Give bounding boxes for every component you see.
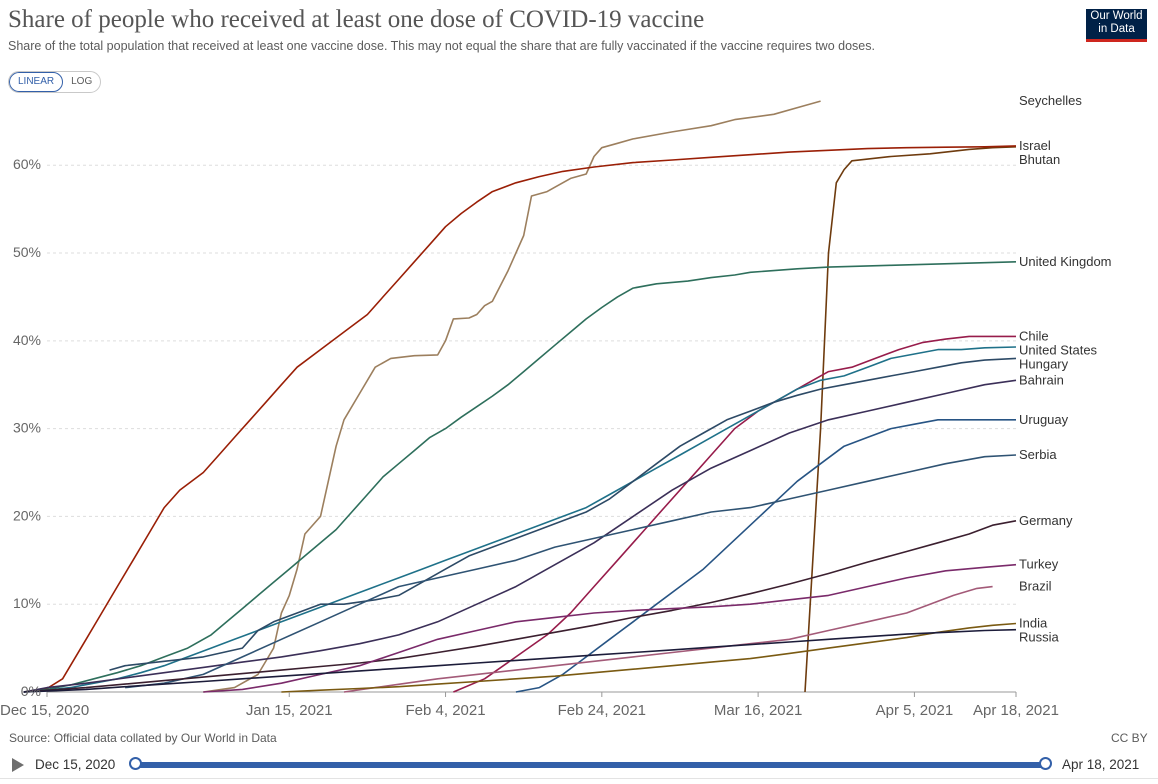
y-tick-label: 30% (13, 420, 41, 436)
series-label-hungary: Hungary (1019, 356, 1069, 371)
logo-line-2: in Data (1098, 23, 1135, 35)
timeline-start-label: Dec 15, 2020 (35, 757, 116, 772)
series-line-india (281, 622, 1017, 693)
log-scale-button[interactable]: LOG (71, 76, 93, 87)
series-label-chile: Chile (1019, 328, 1049, 343)
x-tick-label: Mar 16, 2021 (714, 702, 802, 719)
series-label-germany: Germany (1019, 513, 1073, 528)
x-tick-label: Jan 15, 2021 (246, 702, 333, 719)
bottom-divider (0, 778, 1158, 779)
series-line-turkey (203, 563, 1017, 693)
series-label-seychelles: Seychelles (1019, 93, 1082, 108)
y-tick-label: 0% (21, 683, 41, 699)
y-tick-label: 50% (13, 244, 41, 260)
series-label-brazil: Brazil (1019, 579, 1052, 594)
y-tick-label: 10% (13, 595, 41, 611)
series-line-bahrain (23, 379, 1017, 693)
series-label-united-kingdom: United Kingdom (1019, 254, 1112, 269)
owid-logo[interactable]: Our World in Data (1086, 9, 1147, 42)
series-line-seychelles (203, 100, 821, 693)
y-tick-label: 20% (13, 507, 41, 523)
series-line-uruguay (515, 419, 1016, 693)
series-line-united-kingdom (23, 261, 1017, 693)
grid-layer (47, 164, 1016, 693)
series-line-serbia (125, 454, 1017, 689)
source-note: Source: Official data collated by Our Wo… (9, 731, 277, 745)
series-label-serbia: Serbia (1019, 447, 1057, 462)
series-label-india: India (1019, 616, 1048, 631)
series-label-bahrain: Bahrain (1019, 372, 1064, 387)
chart-title: Share of people who received at least on… (8, 6, 705, 33)
series-line-bhutan (804, 146, 1017, 693)
linear-scale-button[interactable]: LINEAR (9, 72, 64, 92)
series-line-united-states (23, 346, 1017, 693)
series-line-israel (23, 145, 1017, 693)
series-label-united-states: United States (1019, 342, 1098, 357)
series-line-hungary (109, 357, 1017, 671)
timeline-track[interactable] (136, 762, 1046, 768)
series-line-germany (23, 520, 1017, 693)
series-label-bhutan: Bhutan (1019, 152, 1060, 167)
timeline-end-label: Apr 18, 2021 (1062, 757, 1140, 772)
scale-toggle: LINEAR LOG (8, 71, 102, 93)
chart-subtitle: Share of the total population that recei… (8, 39, 875, 53)
x-tick-label: Apr 5, 2021 (876, 702, 954, 719)
logo-line-1: Our World (1090, 10, 1143, 22)
timeline-end-handle[interactable] (1039, 757, 1052, 770)
timeline-start-handle[interactable] (129, 757, 142, 770)
series-line-chile (453, 335, 1016, 693)
series-label-uruguay: Uruguay (1019, 412, 1069, 427)
x-tick-label: Feb 4, 2021 (406, 702, 486, 719)
x-tick-label: Dec 15, 2020 (0, 702, 89, 719)
license-link[interactable]: CC BY (1111, 731, 1148, 745)
play-icon[interactable] (12, 758, 24, 772)
series-layer (23, 100, 1017, 693)
axis-layer: 0% 10% 20% 30% 40% 50% 60% Dec 15, 2020 Jan 15, … (0, 156, 1059, 719)
series-label-russia: Russia (1019, 630, 1060, 645)
y-tick-label: 40% (13, 332, 41, 348)
y-tick-label: 60% (13, 156, 41, 172)
series-line-brazil (343, 585, 993, 693)
x-tick-label: Feb 24, 2021 (558, 702, 646, 719)
series-label-israel: Israel (1019, 138, 1051, 153)
series-label-turkey: Turkey (1019, 557, 1059, 572)
x-tick-label: Apr 18, 2021 (973, 702, 1059, 719)
series-line-russia (23, 628, 1017, 693)
